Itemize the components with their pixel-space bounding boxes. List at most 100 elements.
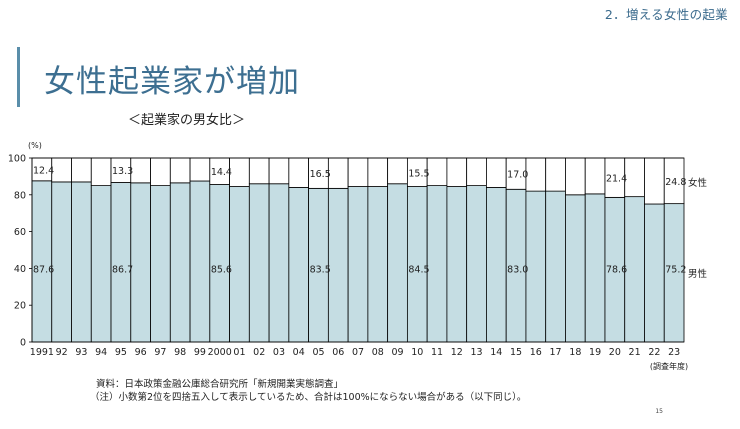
bar-male [565,194,586,343]
x-tick-label: 15 [510,347,522,358]
x-tick-label: 2000 [208,347,232,358]
data-label-male: 78.6 [606,264,627,275]
data-label-male: 83.0 [507,264,528,275]
bar-female [189,157,211,182]
page-title: 女性起業家が増加 [44,64,300,100]
y-tick-label: 40 [14,264,26,275]
bar-male [51,181,72,343]
y-tick-label: 0 [20,338,26,349]
data-label-male: 86.7 [112,264,133,275]
x-tick-label: 93 [75,347,87,358]
x-tick-label: 20 [609,347,621,358]
data-label-female: 12.4 [33,165,54,176]
bar-female [486,157,507,188]
bar-female [466,157,487,187]
bar-female [426,157,448,187]
bar-male [387,183,408,343]
data-label-female: 17.0 [507,170,528,181]
bar-male [327,187,349,343]
data-label-female: 24.8 [665,177,686,188]
data-label-female: 16.5 [310,169,331,180]
x-tick-label: 18 [569,347,581,358]
x-tick-label: 92 [56,347,68,358]
x-tick-label: 99 [194,347,206,358]
footnote: （注）小数第2位を四捨五入して表示しているため、合計は100%にならない場合があ… [90,392,527,403]
x-tick-label: 01 [233,347,245,358]
x-tick-label: 94 [95,347,107,358]
bar-female [248,157,270,185]
x-tick-label: 11 [431,347,443,358]
bar-male [288,187,310,343]
legend-female: 女性 [688,177,708,189]
data-label-female: 21.4 [606,174,627,185]
bar-male [347,186,369,343]
bar-male [229,186,250,343]
x-tick-label: 10 [411,347,423,358]
y-tick-label: 80 [14,190,26,201]
x-tick-label: 22 [648,347,660,358]
x-tick-label: 14 [490,347,502,358]
bar-male [130,182,151,343]
x-tick-label: 06 [332,347,344,358]
legend-male: 男性 [688,268,708,280]
x-tick-label: 16 [530,347,542,358]
x-tick-label: 13 [470,347,482,358]
x-tick-label: 07 [352,347,364,358]
bar-male [446,186,468,343]
x-tick-label: 97 [154,347,166,358]
bar-female [446,157,468,187]
bar-male [90,185,112,343]
bar-female [644,157,665,205]
bar-male [644,203,665,343]
y-axis-label: (%) [28,141,42,150]
y-tick-label: 20 [14,301,26,312]
bar-male [584,193,606,343]
bar-female [51,157,72,183]
x-tick-label: 98 [174,347,186,358]
bar-male [466,185,487,343]
x-tick-label: 05 [312,347,324,358]
bar-female [545,157,566,192]
x-tick-label: 04 [293,347,305,358]
bar-male [545,190,566,343]
data-label-male: 87.6 [33,264,54,275]
title-accent-bar [17,47,20,107]
data-label-male: 84.5 [408,264,429,275]
y-tick-label: 100 [8,154,26,165]
x-tick-label: 09 [391,347,403,358]
bar-male [71,181,92,343]
bar-male [486,187,507,343]
data-label-male: 75.2 [665,264,686,275]
x-tick-label: 17 [550,347,562,358]
y-tick-label: 60 [14,227,26,238]
bar-male [248,183,270,343]
bar-female [130,157,151,184]
bar-female [624,157,645,198]
bar-female [565,157,586,196]
bar-female [150,157,171,187]
data-label-female: 13.3 [112,166,133,177]
bar-male [624,196,645,343]
bar-male [169,182,191,343]
bar-female [584,157,606,195]
x-axis-label: (調査年度) [650,361,688,371]
x-tick-label: 95 [115,347,127,358]
bar-female [367,157,389,187]
x-tick-label: 08 [372,347,384,358]
x-tick-label: 21 [629,347,641,358]
bar-male [268,183,290,343]
section-label: 2．増える女性の起業 [604,7,728,22]
bar-female [268,157,290,185]
x-tick-label: 03 [273,347,285,358]
bar-female [288,157,310,188]
x-tick-label: 12 [451,347,463,358]
x-tick-label: 1991 [30,347,54,358]
page-number: 15 [655,408,663,415]
data-label-female: 14.4 [211,167,232,178]
data-label-male: 83.5 [310,264,331,275]
bar-male [426,185,448,343]
x-tick-label: 19 [589,347,601,358]
x-tick-label: 23 [668,347,680,358]
data-label-female: 15.5 [408,168,429,179]
